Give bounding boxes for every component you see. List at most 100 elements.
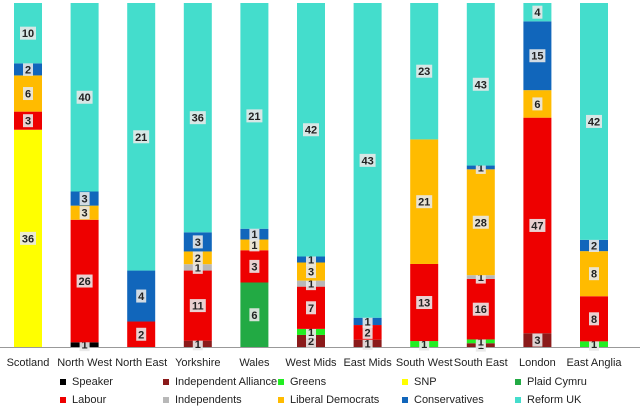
data-label: 1 xyxy=(308,254,314,266)
category-label: Yorkshire xyxy=(175,357,220,369)
data-label-box xyxy=(76,90,93,104)
data-label: 6 xyxy=(534,99,540,111)
category-label: South West xyxy=(396,357,453,369)
data-label-box xyxy=(359,153,376,167)
data-label: 11 xyxy=(192,301,204,313)
data-label: 1 xyxy=(308,327,314,339)
data-label: 42 xyxy=(305,125,317,137)
data-label-box xyxy=(249,259,260,273)
data-label: 36 xyxy=(22,233,34,245)
data-label-box xyxy=(249,227,260,241)
data-label: 1 xyxy=(82,340,88,352)
legend-swatch xyxy=(163,379,169,385)
category-label: West Mids xyxy=(285,357,337,369)
legend-item-reform-uk: Reform UK xyxy=(515,394,581,406)
data-label-box xyxy=(472,77,489,91)
category-label: East Mids xyxy=(343,357,392,369)
data-label: 2 xyxy=(195,253,201,265)
data-label-box xyxy=(303,123,319,137)
data-label-box xyxy=(472,215,489,229)
legend-item-snp: SNP xyxy=(402,376,437,388)
legend-item-speaker: Speaker xyxy=(60,376,113,388)
data-label: 10 xyxy=(22,28,34,40)
data-label: 7 xyxy=(308,303,314,315)
legend-label: Liberal Democrats xyxy=(290,394,380,406)
data-label-box xyxy=(23,114,33,128)
data-label-box xyxy=(192,235,203,249)
data-label-box xyxy=(306,277,316,291)
data-label: 1 xyxy=(251,229,257,241)
category-label: East Anglia xyxy=(566,357,622,369)
data-label-box xyxy=(589,337,599,351)
data-label-box xyxy=(472,302,489,316)
data-label: 43 xyxy=(475,79,487,91)
data-label: 3 xyxy=(308,267,314,279)
data-label-box xyxy=(306,334,316,348)
data-label: 8 xyxy=(591,314,597,326)
legend-label: Reform UK xyxy=(527,394,582,406)
data-label: 3 xyxy=(82,208,88,220)
data-label: 3 xyxy=(82,194,88,206)
legend-swatch xyxy=(515,379,521,385)
legend-swatch xyxy=(60,379,66,385)
data-label: 47 xyxy=(531,220,543,232)
data-label-box xyxy=(586,114,602,128)
legend-label: Conservatives xyxy=(414,394,484,406)
data-label: 2 xyxy=(25,64,31,76)
data-label: 2 xyxy=(308,336,314,348)
data-label: 1 xyxy=(591,339,597,351)
legend-item-liberal-democrats: Liberal Democrats xyxy=(278,394,379,406)
data-label-box xyxy=(532,97,543,111)
data-label-box xyxy=(192,251,203,265)
data-label: 3 xyxy=(251,261,257,273)
data-label: 2 xyxy=(138,329,144,341)
legend-item-labour: Labour xyxy=(60,394,106,406)
data-label: 13 xyxy=(418,298,430,310)
legend-label: SNP xyxy=(414,376,437,388)
legend-swatch xyxy=(402,397,408,403)
data-label-box xyxy=(23,62,33,76)
data-label-box xyxy=(20,26,36,40)
data-label: 1 xyxy=(421,339,427,351)
data-label-box xyxy=(416,296,433,310)
data-label-box xyxy=(79,192,90,206)
category-label: North East xyxy=(115,357,167,369)
legend-label: Labour xyxy=(72,394,107,406)
data-label-box xyxy=(76,274,93,288)
legend-item-conservatives: Conservatives xyxy=(402,394,484,406)
data-label: 3 xyxy=(195,237,201,249)
data-label-box xyxy=(136,289,147,303)
data-label-box xyxy=(529,49,546,63)
data-label-box xyxy=(79,338,90,352)
data-label-box xyxy=(532,333,543,347)
data-label: 16 xyxy=(475,304,487,316)
category-label: South East xyxy=(454,357,508,369)
data-label: 21 xyxy=(248,111,260,123)
legend-swatch xyxy=(163,397,169,403)
data-label-box xyxy=(475,160,486,174)
legend-swatch xyxy=(278,379,284,385)
data-label-box xyxy=(362,336,373,350)
data-label-box xyxy=(306,301,316,315)
data-label-box xyxy=(589,238,599,252)
data-label: 2 xyxy=(591,240,597,252)
data-label: 8 xyxy=(591,269,597,281)
legend-label: Greens xyxy=(290,376,327,388)
data-label: 1 xyxy=(365,338,371,350)
category-label: North West xyxy=(57,357,112,369)
data-label: 1 xyxy=(251,240,257,252)
data-label: 28 xyxy=(475,217,487,229)
legend-label: Independent Alliance xyxy=(175,376,278,388)
data-label-box xyxy=(23,87,33,101)
data-label-box xyxy=(136,327,147,341)
legend-swatch xyxy=(60,397,66,403)
data-label-box xyxy=(475,270,486,284)
data-label-box xyxy=(419,337,430,351)
data-label: 21 xyxy=(135,132,147,144)
legend-item-independents: Independents xyxy=(163,394,242,406)
data-label-box xyxy=(362,314,373,328)
data-label: 40 xyxy=(78,92,90,104)
legend-item-independent-alliance: Independent Alliance xyxy=(163,376,277,388)
data-label-box xyxy=(589,267,599,281)
